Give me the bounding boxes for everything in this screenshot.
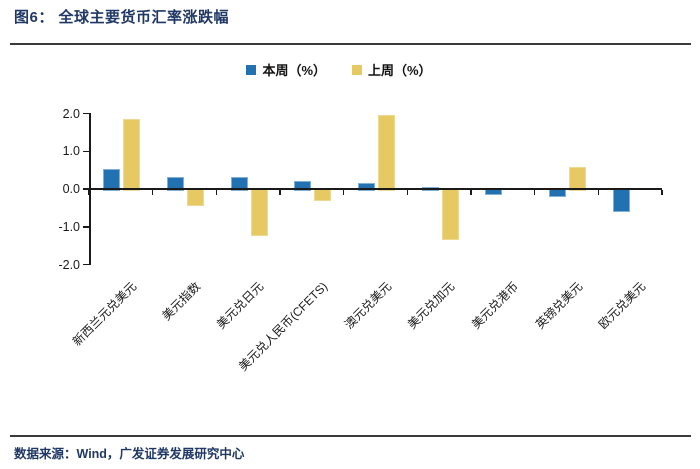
x-axis-tick bbox=[406, 190, 409, 196]
bar-this-week-1 bbox=[167, 176, 184, 191]
legend-item-0: 本周（%） bbox=[246, 60, 326, 79]
x-axis-line bbox=[83, 187, 662, 191]
y-tick-label: 2.0 bbox=[62, 106, 80, 121]
figure-title: 图6： 全球主要货币汇率涨跌幅 bbox=[14, 9, 230, 26]
bar-last-week-0 bbox=[123, 118, 141, 191]
bottom-divider bbox=[10, 435, 691, 437]
x-axis-tick bbox=[661, 190, 663, 196]
y-tick-label: -2.0 bbox=[58, 257, 80, 272]
x-axis-tick bbox=[215, 190, 218, 196]
x-axis-tick bbox=[279, 190, 281, 196]
x-axis-tick bbox=[597, 190, 600, 196]
bar-last-week-3 bbox=[314, 189, 332, 202]
x-axis-tick bbox=[151, 190, 154, 196]
bar-last-week-7 bbox=[569, 167, 587, 191]
x-axis-tick bbox=[88, 190, 90, 196]
data-source: 数据来源：Wind，广发证券发展研究中心 bbox=[14, 447, 245, 461]
y-tick-label: 0.0 bbox=[62, 182, 80, 196]
y-axis-tick bbox=[83, 150, 89, 152]
x-axis-tick bbox=[533, 190, 536, 196]
y-axis-tick bbox=[83, 226, 89, 228]
legend-swatch-icon bbox=[352, 64, 362, 75]
legend-swatch-icon bbox=[246, 64, 257, 75]
legend-item-1: 上周（%） bbox=[352, 60, 432, 79]
chart-legend: 本周（%） 上周（%） bbox=[0, 60, 678, 79]
bar-this-week-0 bbox=[103, 169, 121, 191]
bar-last-week-2 bbox=[250, 189, 268, 236]
y-axis-tick bbox=[83, 263, 89, 266]
x-axis-tick bbox=[470, 190, 472, 196]
bar-last-week-1 bbox=[187, 189, 204, 207]
y-tick-label: -1.0 bbox=[58, 219, 80, 234]
bar-this-week-2 bbox=[230, 176, 248, 191]
bar-last-week-4 bbox=[378, 115, 395, 191]
bar-this-week-4 bbox=[358, 183, 375, 191]
x-axis-tick bbox=[342, 190, 345, 196]
bar-this-week-3 bbox=[294, 180, 312, 191]
y-axis-tick bbox=[83, 112, 89, 115]
bar-last-week-5 bbox=[441, 189, 459, 241]
top-divider bbox=[10, 43, 691, 45]
bar-this-week-8 bbox=[612, 189, 630, 213]
legend-label: 上周（%） bbox=[368, 63, 432, 78]
y-tick-label: 1.0 bbox=[62, 144, 80, 159]
legend-label: 本周（%） bbox=[262, 63, 326, 78]
